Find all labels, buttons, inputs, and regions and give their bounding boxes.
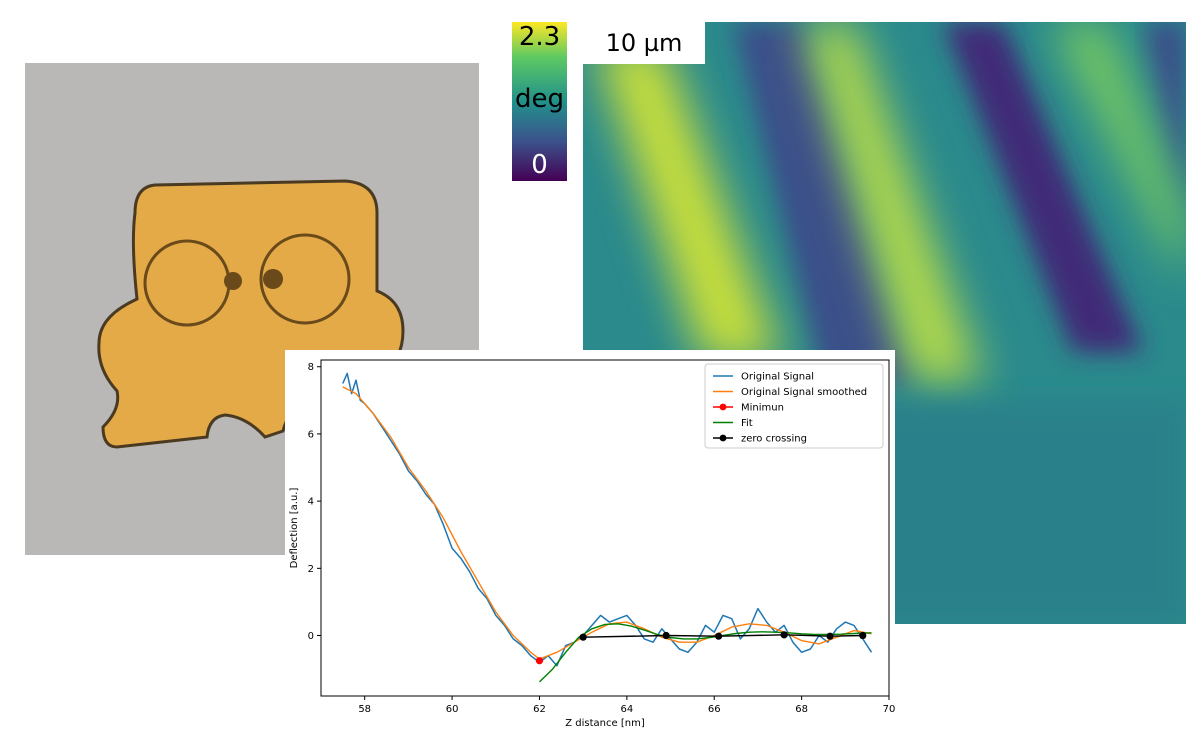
force-curve-plot: 58 60 62 64 66 68 70 0 2 4 6 8 Original Signal Origi… [285,350,895,735]
y-tick-label: 2 [308,564,314,575]
afm-dark-band [733,22,913,382]
legend-label-fit: Fit [741,418,753,429]
afm-bright-band [593,42,783,362]
data-point-zero-crossing [780,631,788,639]
x-axis-label: Z distance [nm] [565,718,645,729]
afm-bright-band [1053,22,1186,282]
y-tick-label: 8 [308,362,314,373]
data-point-zero-crossing [715,632,723,640]
colorbar-min-label: 0 [531,150,548,180]
cantilever-photo [25,63,479,555]
legend-marker-minimun [719,403,727,411]
colorbar-unit-label: deg [514,84,564,114]
scale-bar-label: 10 µm [583,22,705,64]
x-tick-label: 66 [708,704,721,715]
legend-box [704,363,884,449]
data-point-zero-crossing [826,632,834,640]
y-tick-label: 0 [308,631,314,642]
legend-label-minimun: Minimun [741,403,784,414]
series-line-zero-crossing [583,634,863,638]
afm-dark-band [1143,22,1186,222]
right-eye-ring [259,233,351,325]
y-tick-label: 6 [308,429,314,440]
legend-label-original-signal: Original Signal [741,372,814,383]
x-tick-label: 64 [620,704,633,715]
right-eye-pupil [263,269,283,289]
data-point-zero-crossing [662,631,670,640]
x-tick-label: 58 [358,704,371,715]
cantilever-photo-drawing [25,63,479,555]
plot-frame [320,359,890,697]
y-axis-label: Deflection [a.u.] [289,488,300,569]
colorbar: 2.3 deg 0 [512,22,567,181]
afm-bright-band [803,22,983,382]
legend-label-zero-crossing: zero crossing [741,434,807,445]
plot-legend: Original Signal Original Signal smoothed M… [704,363,884,449]
x-tick-label: 68 [795,704,808,715]
x-tick-label: 60 [446,704,459,715]
legend-label-original-signal-smoothed: Original Signal smoothed [741,387,867,398]
data-point-zero-crossing [579,633,587,641]
series-line-original-signal [342,372,873,667]
series-line-original-signal-smoothed [342,386,872,660]
x-tick-label: 62 [533,704,546,715]
legend-marker-zero-crossing [719,434,727,442]
y-tick-label: 4 [308,497,314,508]
data-point-minimun [535,657,544,665]
colorbar-max-label: 2.3 [518,22,561,52]
left-eye-pupil [224,272,242,290]
series-line-fit [539,623,872,683]
afm-dark-band [943,22,1143,352]
x-tick-label: 70 [883,704,895,715]
data-point-zero-crossing [859,631,867,640]
